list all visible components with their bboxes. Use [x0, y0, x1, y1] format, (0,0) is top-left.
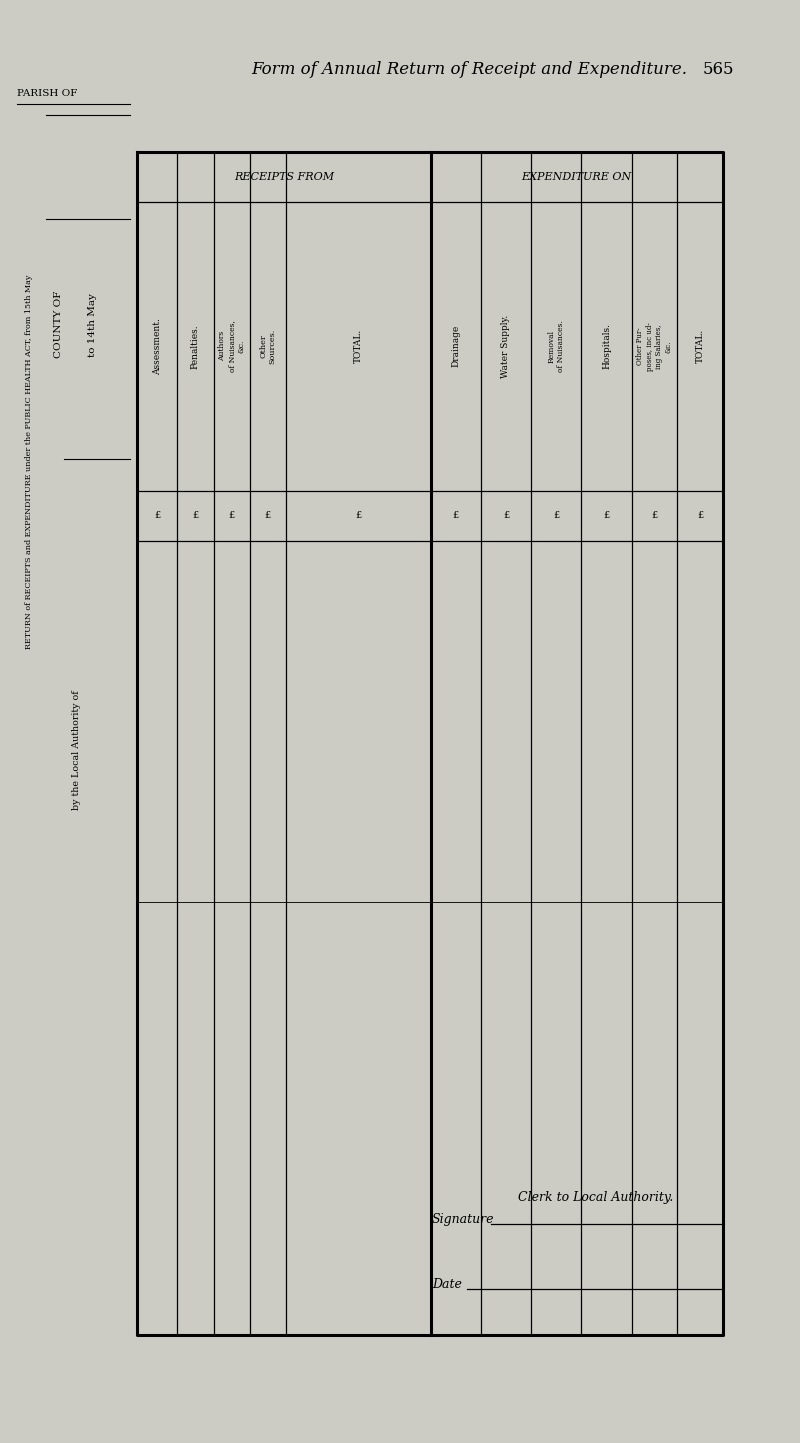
Text: Other Pur-
poses, inc ud-
ing Salaries,
&c.: Other Pur- poses, inc ud- ing Salaries, … [636, 322, 673, 371]
Text: Authors
of Nuisances,
&c.: Authors of Nuisances, &c. [218, 320, 246, 372]
Text: Other
Sources.: Other Sources. [259, 329, 277, 364]
Text: to 14th May: to 14th May [88, 293, 98, 356]
Text: £: £ [229, 511, 235, 521]
Text: COUNTY OF: COUNTY OF [54, 291, 63, 358]
Text: £: £ [154, 511, 160, 521]
Text: PARISH OF: PARISH OF [18, 89, 78, 98]
Text: by the Local Authority of: by the Local Authority of [72, 691, 81, 810]
Text: Removal
of Nuisances.: Removal of Nuisances. [547, 320, 565, 372]
Text: Water Supply.: Water Supply. [502, 315, 510, 378]
Text: RETURN of RECEIPTS and EXPENDITURE under the PUBLIC HEALTH ACT, from 15th May: RETURN of RECEIPTS and EXPENDITURE under… [25, 274, 33, 649]
Text: £: £ [603, 511, 610, 521]
Text: Drainage: Drainage [451, 325, 460, 368]
Text: TOTAL.: TOTAL. [695, 329, 705, 364]
Text: Form of Annual Return of Receipt and Expenditure.: Form of Annual Return of Receipt and Exp… [251, 61, 687, 78]
Text: Assessment.: Assessment. [153, 317, 162, 375]
Text: Hospitals.: Hospitals. [602, 323, 611, 369]
Text: 565: 565 [703, 61, 734, 78]
Text: £: £ [503, 511, 509, 521]
Text: £: £ [651, 511, 658, 521]
Text: Date: Date [432, 1277, 462, 1291]
Text: £: £ [453, 511, 458, 521]
Text: Signature: Signature [432, 1212, 494, 1227]
Text: £: £ [697, 511, 703, 521]
Text: £: £ [355, 511, 362, 521]
Text: RECEIPTS FROM: RECEIPTS FROM [234, 172, 334, 182]
Text: Clerk to Local Authority.: Clerk to Local Authority. [518, 1190, 674, 1205]
Text: TOTAL.: TOTAL. [354, 329, 362, 364]
Text: Penalties.: Penalties. [190, 325, 200, 368]
Text: £: £ [192, 511, 198, 521]
Text: EXPENDITURE ON: EXPENDITURE ON [522, 172, 632, 182]
Text: £: £ [265, 511, 271, 521]
Text: £: £ [553, 511, 559, 521]
